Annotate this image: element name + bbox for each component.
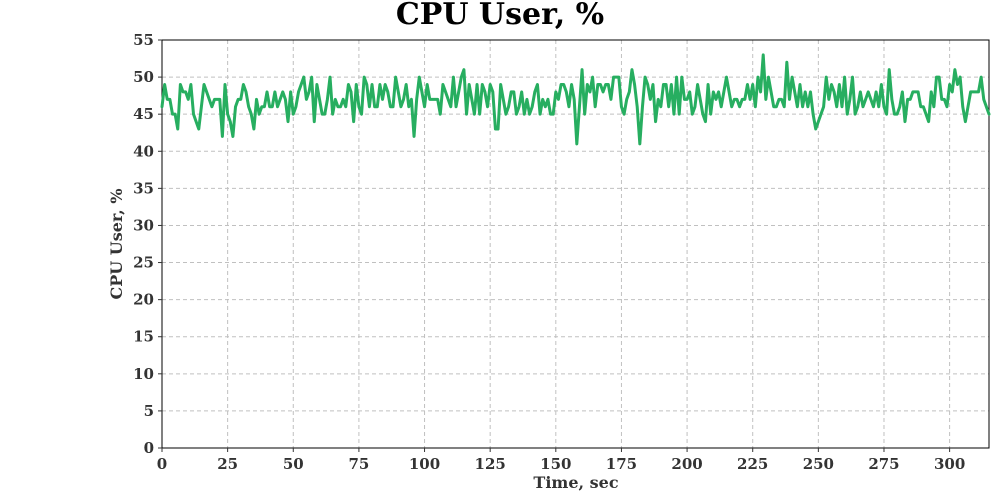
x-tick-label: 125	[475, 455, 506, 473]
cpu-user-series-line	[160, 53, 991, 146]
x-tick-label: 150	[540, 455, 571, 473]
x-tick-label: 50	[283, 455, 304, 473]
y-tick-label: 50	[133, 68, 154, 86]
x-tick-label: 225	[737, 455, 768, 473]
series-layer	[160, 53, 991, 146]
x-tick-label: 275	[868, 455, 899, 473]
x-tick-label: 250	[803, 455, 834, 473]
y-axis-label: CPU User, %	[107, 188, 126, 299]
x-axis-label: Time, sec	[533, 473, 618, 492]
y-tick-label: 35	[133, 179, 154, 197]
y-tick-label: 25	[133, 254, 154, 272]
y-tick-label: 5	[144, 402, 154, 420]
x-tick-label: 0	[157, 455, 167, 473]
axis-ticks: 0 5 10 15 20 25 30 35 40 45 50 55 0 25 50 75 100 125 150 17…	[133, 31, 965, 473]
x-tick-label: 25	[217, 455, 238, 473]
x-tick-label: 200	[671, 455, 702, 473]
x-tick-label: 75	[348, 455, 369, 473]
y-tick-label: 45	[133, 105, 154, 123]
chart-title: CPU User, %	[396, 0, 604, 32]
y-tick-label: 10	[133, 365, 154, 383]
y-tick-label: 0	[144, 439, 154, 457]
x-tick-label: 100	[409, 455, 440, 473]
y-tick-label: 20	[133, 291, 154, 309]
plot-area-frame	[161, 39, 990, 449]
y-tick-label: 40	[133, 142, 154, 160]
x-tick-label: 175	[606, 455, 637, 473]
y-tick-label: 55	[133, 31, 154, 49]
x-tick-label: 300	[934, 455, 965, 473]
y-tick-label: 30	[133, 216, 154, 234]
y-tick-label: 15	[133, 328, 154, 346]
